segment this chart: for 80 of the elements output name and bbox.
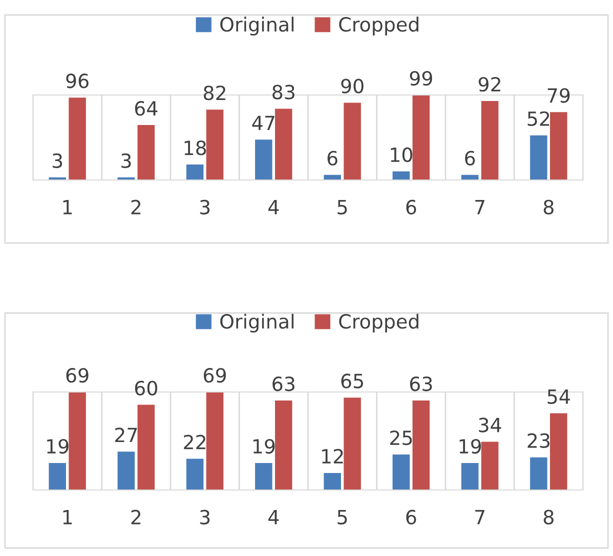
data-label: 19 (460, 438, 481, 454)
bar (344, 398, 361, 490)
bar (118, 452, 135, 490)
bar (275, 400, 292, 490)
data-label: 60 (135, 380, 158, 396)
x-tick-label: 8 (544, 510, 554, 524)
bar (412, 400, 430, 490)
data-label: 47 (252, 116, 274, 130)
bar (68, 98, 86, 180)
bar (255, 140, 272, 180)
data-label: 3 (52, 153, 62, 168)
bar (138, 125, 155, 180)
bar (530, 135, 548, 180)
x-tick-label: 3 (200, 510, 210, 524)
legend-label: Cropped (339, 314, 418, 332)
bar (461, 463, 478, 490)
data-label: 99 (410, 70, 432, 86)
data-label: 27 (115, 428, 137, 442)
bar (255, 463, 272, 490)
bar (481, 101, 498, 180)
legend-label: Cropped (339, 16, 418, 36)
data-label: 64 (135, 101, 158, 116)
data-label: 6 (465, 150, 475, 166)
data-label: 52 (528, 111, 550, 126)
x-tick-label: 4 (268, 200, 279, 214)
data-label: 22 (184, 434, 206, 450)
data-label: 69 (204, 368, 226, 383)
data-label: 19 (47, 438, 68, 454)
data-label: 69 (66, 368, 88, 383)
x-tick-label: 2 (131, 200, 140, 214)
data-label: 96 (66, 74, 88, 88)
data-label: 19 (253, 438, 275, 454)
bar (206, 392, 224, 490)
bar (186, 164, 204, 180)
bar (392, 454, 410, 490)
bar (186, 458, 204, 490)
legend-label: Original (220, 16, 294, 36)
data-label: 82 (204, 86, 226, 100)
data-label: 83 (272, 84, 294, 100)
x-tick-label: 8 (544, 200, 554, 214)
data-label: 18 (184, 140, 206, 156)
data-label: 25 (390, 430, 412, 446)
x-tick-label: 1 (63, 510, 72, 524)
bar (412, 95, 430, 180)
x-tick-label: 4 (268, 510, 279, 524)
data-label: 92 (478, 76, 500, 92)
bar (392, 171, 410, 180)
bar (68, 392, 86, 490)
data-label: 63 (272, 376, 294, 392)
bar (324, 472, 341, 490)
data-label: 23 (528, 433, 550, 448)
x-tick-label: 5 (338, 200, 347, 214)
data-label: 65 (341, 374, 364, 388)
bar (550, 112, 568, 180)
bar (530, 457, 548, 490)
legend-label: Original (220, 314, 294, 332)
bar (206, 110, 224, 180)
data-label: 90 (341, 78, 364, 94)
x-tick-label: 6 (406, 510, 416, 524)
x-tick-label: 3 (200, 200, 210, 214)
bar (275, 108, 292, 180)
bar (481, 442, 498, 490)
bar (344, 102, 361, 180)
data-label: 12 (322, 448, 343, 464)
data-label: 63 (410, 376, 432, 392)
data-label: 3 (121, 153, 131, 168)
bar (550, 413, 568, 490)
data-label: 79 (548, 88, 570, 103)
x-tick-label: 7 (475, 200, 484, 214)
data-label: 54 (548, 390, 570, 404)
bar (138, 404, 155, 490)
x-tick-label: 1 (63, 200, 72, 214)
bar (48, 463, 66, 490)
x-tick-label: 6 (406, 200, 416, 214)
x-tick-label: 5 (338, 510, 347, 524)
x-tick-label: 7 (475, 510, 484, 524)
data-label: 10 (390, 147, 412, 162)
data-label: 34 (478, 418, 502, 432)
data-label: 6 (328, 150, 338, 166)
x-tick-label: 2 (131, 510, 140, 524)
